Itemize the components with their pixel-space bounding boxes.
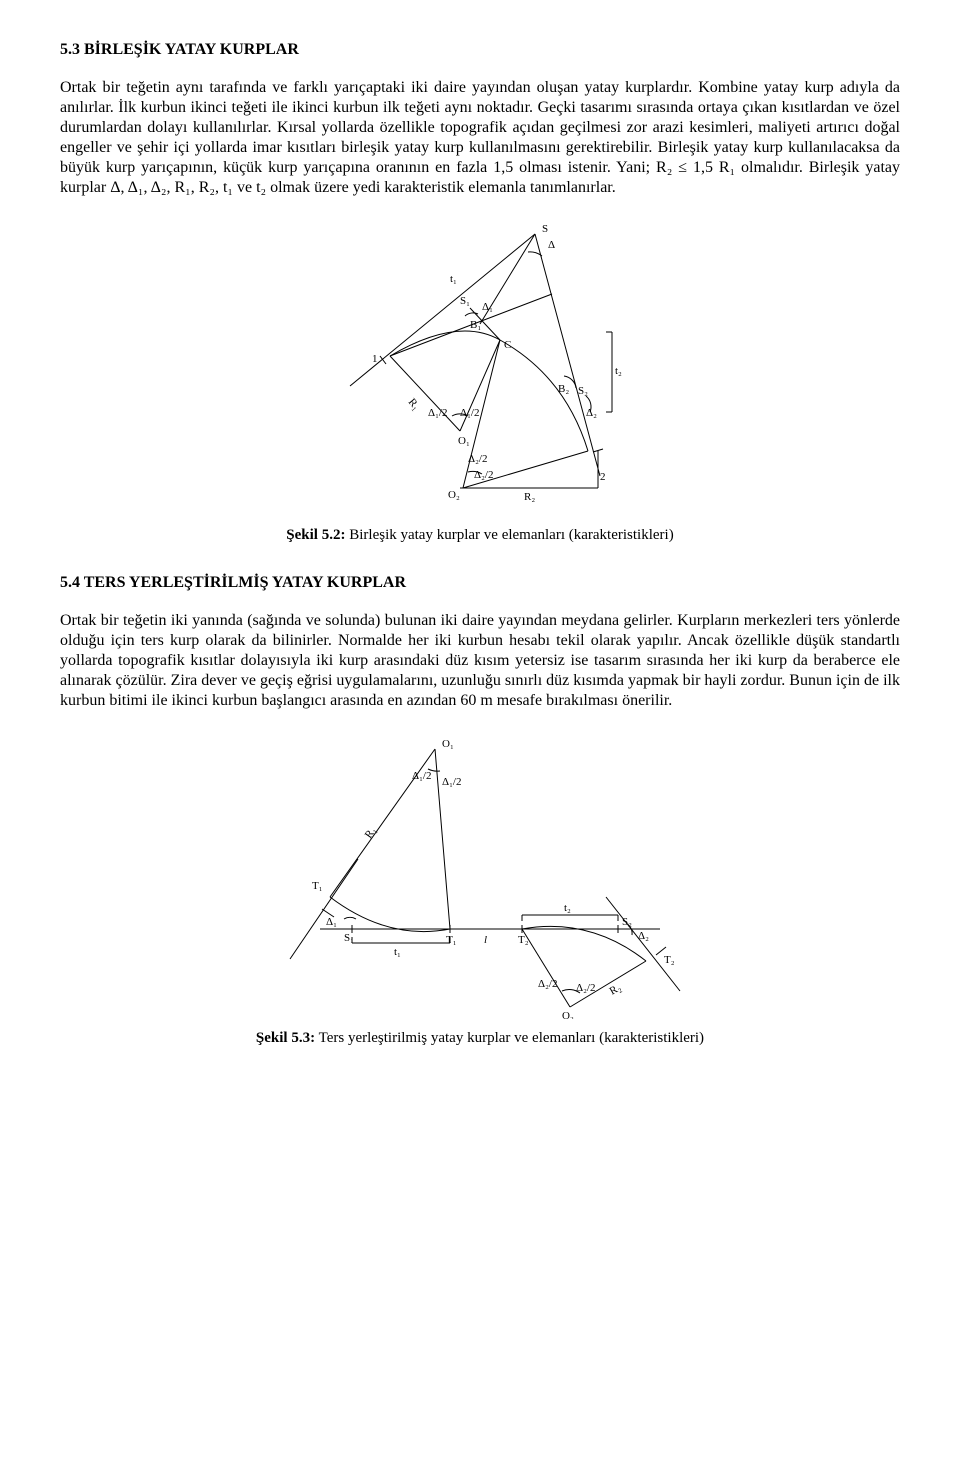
- fig52-label-s2: S₂: [578, 385, 588, 397]
- section-54-heading: 5.4 TERS YERLEŞTİRİLMİŞ YATAY KURPLAR: [60, 573, 900, 593]
- fig53-label-s2: S₂: [622, 916, 632, 928]
- fig52-label-r1: R₁: [406, 396, 422, 412]
- fig53-label-d2: Δ₂: [638, 930, 649, 942]
- fig52-label-b2: B₂: [558, 383, 569, 395]
- figure-5-2-caption: Şekil 5.2: Birleşik yatay kurplar ve ele…: [60, 526, 900, 545]
- fig52-label-s1: S₁: [460, 295, 470, 307]
- fig53-label-r2: R₂: [608, 981, 624, 997]
- fig52-label-d2h: Δ₂/2: [468, 453, 487, 465]
- fig52-label-t2: t₂: [615, 365, 622, 377]
- figure-5-2-caption-text: Birleşik yatay kurplar ve elemanları (ka…: [345, 527, 673, 543]
- fig53-label-t2b: T₂: [664, 954, 675, 966]
- figure-5-3: O₁ Δ₁/2 Δ₁/2 R₁ T₁ Δ₁ S₁ t₁ T₁ l T₂ t₂ S…: [60, 729, 900, 1019]
- fig52-label-d1: Δ₁: [482, 301, 493, 313]
- fig53-label-l: l: [484, 934, 487, 946]
- fig52-label-b1: B₁: [470, 319, 481, 331]
- fig53-label-t1pt: T₁: [446, 934, 457, 946]
- fig53-label-t2: t₂: [564, 902, 571, 914]
- fig53-label-d2h: Δ₂/2: [538, 978, 557, 990]
- fig52-label-2: 2: [600, 471, 606, 483]
- section-54-paragraph: Ortak bir teğetin iki yanında (sağında v…: [60, 611, 900, 711]
- fig53-label-d1: Δ₁: [326, 916, 337, 928]
- fig53-label-d2h2: Δ₂/2: [576, 982, 595, 994]
- fig53-label-o1: O₁: [442, 738, 454, 750]
- fig52-label-o1: O₁: [458, 435, 470, 447]
- fig52-label-1: 1: [372, 353, 378, 365]
- section-53-heading: 5.3 BİRLEŞİK YATAY KURPLAR: [60, 40, 900, 60]
- figure-5-2-caption-bold: Şekil 5.2:: [286, 527, 345, 543]
- fig52-label-d1h: Δ₁/2: [428, 407, 447, 419]
- fig52-label-c: C: [504, 339, 511, 351]
- fig53-label-s1: S₁: [344, 932, 354, 944]
- fig53-label-d1h2: Δ₁/2: [442, 776, 461, 788]
- figure-5-3-caption: Şekil 5.3: Ters yerleştirilmiş yatay kur…: [60, 1029, 900, 1048]
- fig53-label-o2: O₂: [562, 1010, 574, 1019]
- fig52-label-d1h2: Δ₁/2: [460, 407, 479, 419]
- figure-5-2: S Δ t₁ S₁ Δ₁ B₁ 1 C t₂ R₁ Δ₁/2 Δ₁/2 B₂ S…: [60, 216, 900, 516]
- section-53-paragraph: Ortak bir teğetin aynı tarafında ve fark…: [60, 78, 900, 198]
- fig53-label-d1h: Δ₁/2: [412, 770, 431, 782]
- fig52-label-d2h2: Δ₂/2: [474, 469, 493, 481]
- fig52-label-s: S: [542, 223, 548, 235]
- fig52-label-o2: O₂: [448, 489, 460, 501]
- fig52-label-d2: Δ₂: [586, 407, 597, 419]
- fig53-label-t1b: T₁: [312, 880, 323, 892]
- fig53-label-t1: t₁: [394, 946, 401, 958]
- fig53-label-t2pt: T₂: [518, 934, 529, 946]
- fig52-label-r2: R₂: [524, 491, 535, 503]
- fig53-label-r1: R₁: [363, 824, 379, 840]
- fig52-label-delta: Δ: [548, 239, 555, 251]
- figure-5-3-caption-bold: Şekil 5.3:: [256, 1030, 315, 1046]
- figure-5-3-caption-text: Ters yerleştirilmiş yatay kurplar ve ele…: [315, 1030, 704, 1046]
- fig52-label-t1: t₁: [450, 273, 457, 285]
